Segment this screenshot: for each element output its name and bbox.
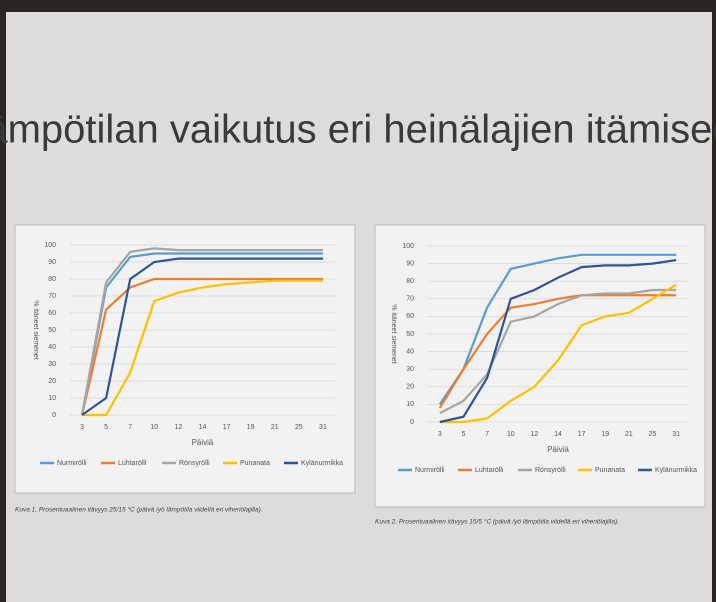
legend-label: Rönsyrölli (535, 467, 566, 474)
y-tick-label: 80 (406, 278, 414, 285)
y-tick-label: 50 (48, 327, 56, 334)
slide-title: Lämpötilan vaikutus eri heinälajien itäm… (0, 108, 716, 152)
x-tick-label: 12 (175, 424, 183, 431)
chart-frame (375, 225, 705, 507)
x-tick-label: 17 (223, 424, 231, 431)
figure-caption: Kuva 1. Prosentuaalinen itävyys 25/15 °C… (15, 506, 263, 514)
page: Lämpötilan vaikutus eri heinälajien itäm… (0, 0, 716, 602)
y-tick-label: 10 (406, 401, 414, 408)
x-tick-label: 10 (150, 424, 158, 431)
x-tick-label: 19 (247, 424, 255, 431)
legend-label: Rönsyrölli (179, 460, 210, 467)
x-tick-label: 25 (295, 424, 303, 431)
x-tick-label: 19 (601, 431, 609, 438)
y-tick-label: 100 (44, 242, 56, 249)
y-tick-label: 90 (406, 260, 414, 267)
x-tick-label: 17 (578, 431, 586, 438)
y-tick-label: 30 (48, 361, 56, 368)
y-tick-label: 30 (406, 366, 414, 373)
x-tick-label: 31 (319, 424, 327, 431)
x-tick-label: 12 (530, 431, 538, 438)
legend-label: Nurmirölli (57, 460, 87, 467)
x-axis-label: Päiviä (192, 438, 214, 447)
x-axis-label: Päiviä (547, 445, 569, 454)
x-tick-label: 7 (128, 424, 132, 431)
slide-photo: Lämpötilan vaikutus eri heinälajien itäm… (0, 0, 716, 602)
x-tick-label: 21 (271, 424, 279, 431)
y-axis-label: % itäneet siemenet (32, 300, 39, 360)
y-tick-label: 0 (410, 419, 414, 426)
y-tick-label: 60 (48, 310, 56, 317)
y-tick-label: 0 (52, 412, 56, 419)
x-tick-label: 31 (672, 431, 680, 438)
legend-label: Punanata (595, 467, 625, 474)
y-tick-label: 70 (48, 293, 56, 300)
figure-caption: Kuva 2. Prosentuaalinen itävyys 15/5 °C … (375, 518, 619, 526)
y-tick-label: 70 (406, 296, 414, 303)
y-tick-label: 10 (48, 395, 56, 402)
y-tick-label: 20 (406, 384, 414, 391)
legend-label: Kylänurmikka (301, 460, 343, 467)
x-tick-label: 5 (462, 431, 466, 438)
legend-label: Nurmirölli (415, 467, 445, 474)
legend-label: Punanata (240, 460, 270, 467)
x-tick-label: 21 (625, 431, 633, 438)
y-tick-label: 60 (406, 313, 414, 320)
y-tick-label: 80 (48, 276, 56, 283)
y-tick-label: 20 (48, 378, 56, 385)
y-axis-label: % itäneet siemenet (390, 304, 397, 364)
legend-label: Kylänurmikka (655, 467, 697, 474)
legend-label: Luhtarölli (475, 467, 504, 474)
x-tick-label: 7 (485, 431, 489, 438)
x-tick-label: 25 (649, 431, 657, 438)
legend-label: Luhtarölli (118, 460, 147, 467)
y-tick-label: 40 (406, 348, 414, 355)
x-tick-label: 3 (80, 424, 84, 431)
x-tick-label: 10 (507, 431, 515, 438)
y-tick-label: 50 (406, 331, 414, 338)
y-tick-label: 90 (48, 259, 56, 266)
x-tick-label: 14 (199, 424, 207, 431)
x-tick-label: 5 (104, 424, 108, 431)
chart-frame (15, 225, 355, 493)
x-tick-label: 3 (438, 431, 442, 438)
y-tick-label: 100 (402, 243, 414, 250)
y-tick-label: 40 (48, 344, 56, 351)
x-tick-label: 14 (554, 431, 562, 438)
